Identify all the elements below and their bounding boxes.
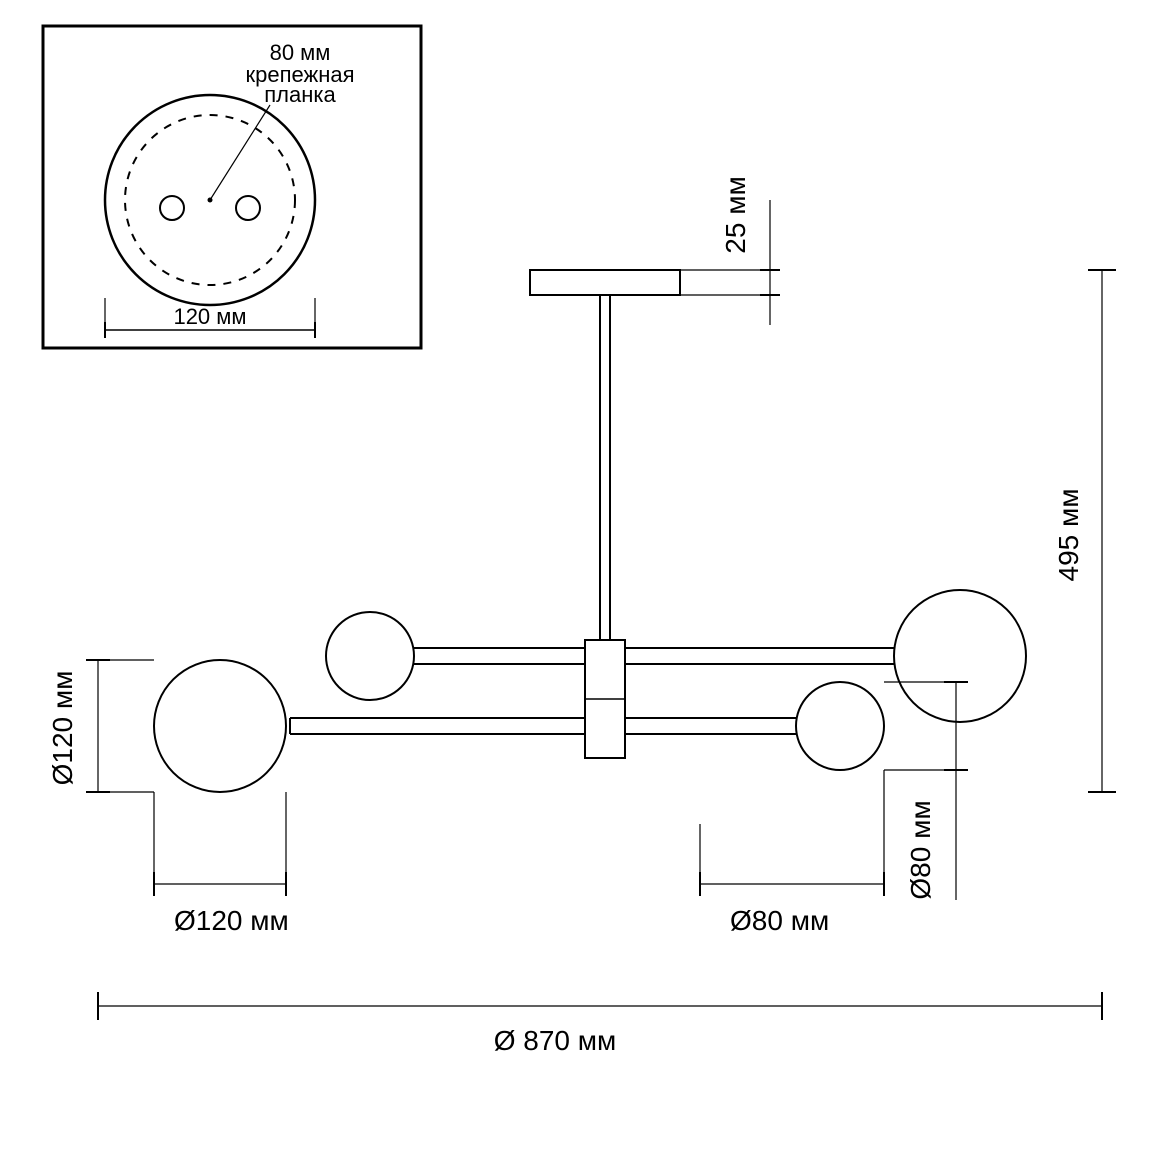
globe-1 (894, 590, 1026, 722)
globe-3 (796, 682, 884, 770)
dim-small-globe-h: Ø80 мм (730, 905, 829, 936)
dim-overall-height: 495 мм (1053, 489, 1084, 582)
technical-drawing: 80 ммкрепежнаяпланка120 мм25 мм495 ммØ12… (0, 0, 1163, 1163)
dim-big-globe-h: Ø120 мм (174, 905, 289, 936)
dim-canopy-height: 25 мм (720, 176, 751, 253)
globe-2 (154, 660, 286, 792)
canopy (530, 270, 680, 295)
inset-detail: 80 ммкрепежнаяпланка120 мм (43, 26, 421, 348)
dim-overall-width: Ø 870 мм (494, 1025, 617, 1056)
stem (600, 295, 610, 640)
inset-canopy-dim: 120 мм (173, 304, 246, 329)
dim-small-globe-v: Ø80 мм (905, 800, 936, 899)
inset-bracket-caption: планка (264, 82, 336, 107)
dim-big-globe-v: Ø120 мм (47, 671, 78, 786)
globe-0 (326, 612, 414, 700)
